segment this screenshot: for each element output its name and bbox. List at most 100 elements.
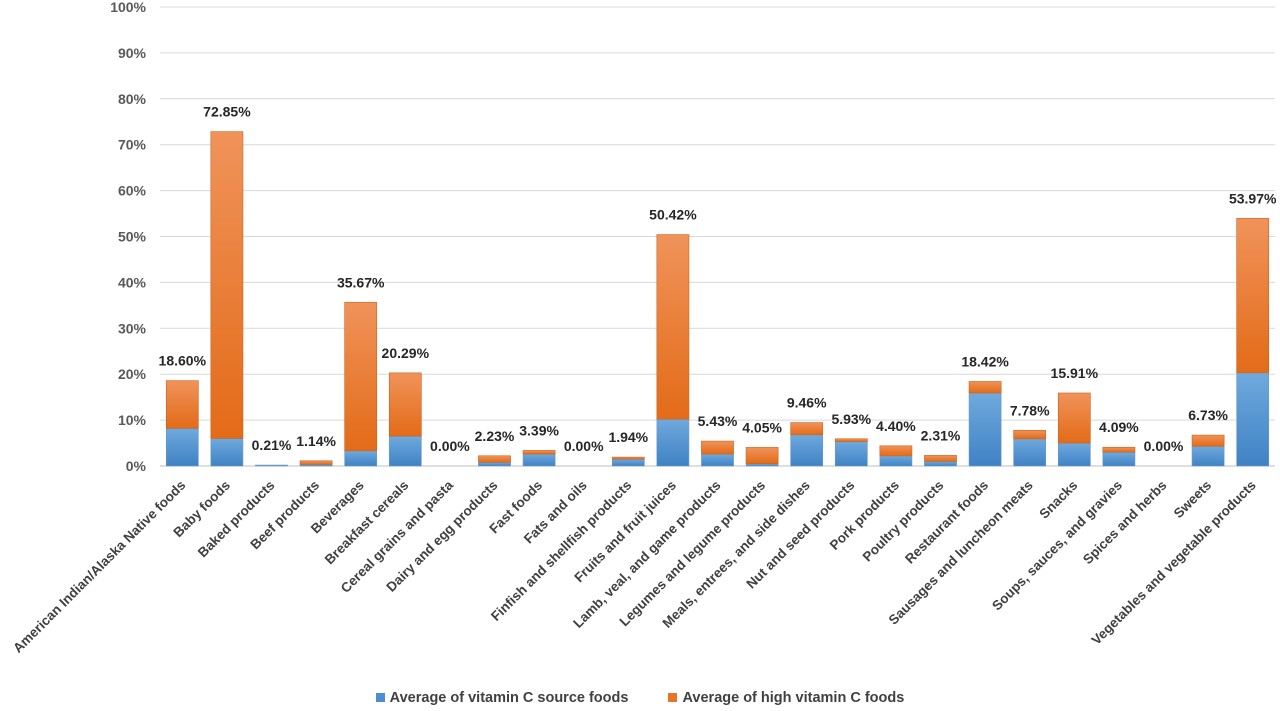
bar-vitamin-c-source bbox=[255, 464, 288, 467]
bar-high-vitamin-c bbox=[656, 234, 690, 420]
bar-high-vitamin-c bbox=[1013, 429, 1047, 440]
y-tick-label: 40% bbox=[118, 274, 147, 290]
y-tick-label: 0% bbox=[126, 458, 147, 474]
y-tick-label: 30% bbox=[118, 320, 147, 336]
bar-vitamin-c-source bbox=[924, 461, 957, 467]
data-label: 5.43% bbox=[698, 413, 738, 429]
bar-high-vitamin-c bbox=[522, 450, 556, 455]
bar-high-vitamin-c bbox=[745, 447, 779, 465]
x-category-label: Vegetables and vegetable products bbox=[1089, 478, 1259, 648]
x-category-label: Sweets bbox=[1171, 478, 1215, 522]
legend-label-source: Average of vitamin C source foods bbox=[389, 690, 629, 706]
bar-vitamin-c-source bbox=[478, 462, 511, 467]
bar-high-vitamin-c bbox=[1236, 217, 1270, 374]
bar-vitamin-c-source bbox=[388, 435, 422, 467]
bar-high-vitamin-c bbox=[924, 455, 957, 462]
bar-vitamin-c-source bbox=[745, 463, 779, 467]
bar-high-vitamin-c bbox=[1057, 392, 1091, 444]
data-label: 35.67% bbox=[337, 274, 385, 290]
data-label: 0.00% bbox=[430, 438, 470, 454]
y-tick-label: 50% bbox=[118, 229, 147, 245]
data-label: 4.40% bbox=[876, 418, 916, 434]
bar-high-vitamin-c bbox=[879, 445, 913, 457]
bar-vitamin-c-source bbox=[165, 428, 199, 467]
x-category-label: Restaurant foods bbox=[902, 478, 991, 567]
data-labels: 18.60% 72.85% 0.21% 1.14% 35.67% 20.29% 0.00% 2… bbox=[159, 104, 1277, 454]
legend-item-source: Average of vitamin C source foods bbox=[375, 690, 629, 706]
bar-vitamin-c-source bbox=[701, 453, 734, 467]
data-label: 3.39% bbox=[519, 422, 559, 438]
bar-vitamin-c-source bbox=[968, 392, 1002, 467]
data-label: 2.31% bbox=[921, 427, 961, 443]
x-category-label: Baked products bbox=[195, 478, 278, 561]
bar-high-vitamin-c bbox=[790, 422, 824, 436]
data-label: 1.94% bbox=[608, 429, 648, 445]
bar-high-vitamin-c bbox=[1102, 446, 1136, 453]
y-tick-label: 80% bbox=[118, 91, 147, 107]
data-label: 4.09% bbox=[1099, 419, 1139, 435]
data-label: 7.78% bbox=[1010, 402, 1050, 418]
y-tick-label: 60% bbox=[118, 183, 147, 199]
x-axis: American Indian/Alaska Native foodsBaby … bbox=[10, 477, 1259, 656]
data-label: 72.85% bbox=[203, 104, 251, 120]
bar-vitamin-c-source bbox=[1013, 438, 1047, 467]
bar-high-vitamin-c bbox=[834, 438, 868, 442]
data-label: 9.46% bbox=[787, 395, 827, 411]
legend: Average of vitamin C source foods Averag… bbox=[0, 690, 1280, 706]
bar-high-vitamin-c bbox=[701, 440, 734, 455]
y-tick-label: 90% bbox=[118, 45, 147, 61]
y-tick-label: 70% bbox=[118, 137, 147, 153]
legend-label-high: Average of high vitamin C foods bbox=[682, 690, 905, 706]
data-label: 2.23% bbox=[475, 428, 515, 444]
bar-vitamin-c-source bbox=[656, 418, 690, 467]
bar-vitamin-c-source bbox=[790, 434, 824, 467]
bar-high-vitamin-c bbox=[1191, 434, 1225, 447]
bar-vitamin-c-source bbox=[344, 450, 378, 467]
bar-vitamin-c-source bbox=[1057, 442, 1091, 467]
bar-vitamin-c-source bbox=[210, 438, 244, 467]
legend-item-high: Average of high vitamin C foods bbox=[668, 690, 904, 706]
legend-swatch-high bbox=[668, 693, 678, 702]
stacked-bar-chart: 0% 10% 20% 30% 40% 50% 60% 70% 80% 90% 100% 18.60%… bbox=[10, 0, 1277, 656]
data-label: 5.93% bbox=[831, 411, 871, 427]
bar-high-vitamin-c bbox=[344, 301, 378, 452]
bar-vitamin-c-source bbox=[611, 458, 645, 467]
x-category-label: Spices and herbs bbox=[1080, 478, 1170, 568]
data-label: 53.97% bbox=[1229, 190, 1277, 206]
data-label: 0.00% bbox=[1144, 438, 1184, 454]
data-label: 0.21% bbox=[252, 437, 292, 453]
bar-vitamin-c-source bbox=[1236, 372, 1270, 467]
bar-high-vitamin-c bbox=[968, 381, 1002, 394]
data-label: 18.60% bbox=[159, 353, 207, 369]
bar-vitamin-c-source bbox=[834, 441, 868, 467]
x-category-label: Poultry products bbox=[860, 478, 947, 565]
data-label: 1.14% bbox=[296, 433, 336, 449]
data-label: 20.29% bbox=[382, 345, 430, 361]
x-category-label: Snacks bbox=[1036, 478, 1080, 522]
data-label: 4.05% bbox=[742, 419, 782, 435]
legend-swatch-source bbox=[375, 693, 385, 702]
x-category-label: American Indian/Alaska Native foods bbox=[10, 478, 188, 656]
y-tick-label: 20% bbox=[118, 366, 147, 382]
bars bbox=[165, 131, 1270, 467]
bar-high-vitamin-c bbox=[388, 372, 422, 437]
bar-vitamin-c-source bbox=[1102, 451, 1136, 467]
data-label: 50.42% bbox=[649, 207, 697, 223]
bar-high-vitamin-c bbox=[210, 131, 244, 439]
bar-vitamin-c-source bbox=[1191, 445, 1225, 467]
data-label: 0.00% bbox=[564, 438, 604, 454]
y-tick-label: 10% bbox=[118, 412, 147, 428]
gridlines bbox=[160, 6, 1275, 467]
data-label: 18.42% bbox=[961, 353, 1009, 369]
bar-high-vitamin-c bbox=[611, 456, 645, 460]
x-category-label: Breakfast cereals bbox=[322, 478, 412, 568]
bar-high-vitamin-c bbox=[299, 460, 333, 465]
bar-high-vitamin-c bbox=[478, 455, 511, 463]
data-label: 15.91% bbox=[1051, 365, 1099, 381]
bar-high-vitamin-c bbox=[165, 380, 199, 429]
y-tick-label: 100% bbox=[110, 0, 146, 15]
bar-vitamin-c-source bbox=[879, 455, 913, 467]
data-label: 6.73% bbox=[1188, 407, 1228, 423]
bar-vitamin-c-source bbox=[522, 453, 556, 467]
y-axis: 0% 10% 20% 30% 40% 50% 60% 70% 80% 90% 100% bbox=[110, 0, 146, 474]
